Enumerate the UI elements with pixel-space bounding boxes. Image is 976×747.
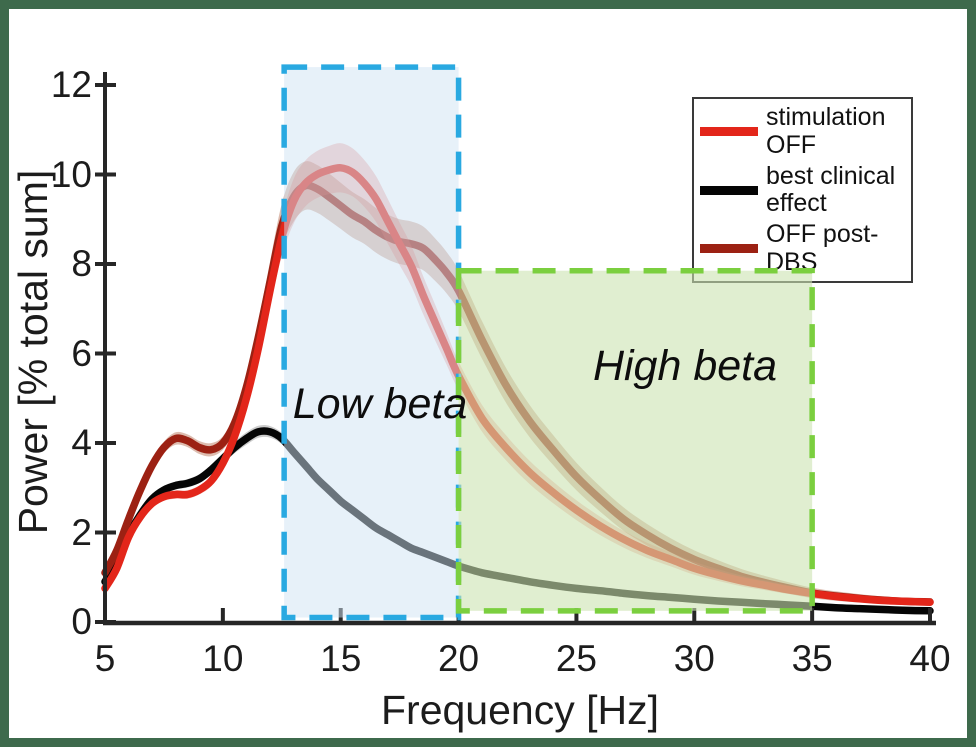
region-low-beta-border (281, 64, 462, 621)
legend: stimulation OFF best clinical effect OFF… (692, 97, 913, 283)
x-tick-label-35: 35 (791, 638, 833, 679)
series-band-best-clinical-effect (105, 425, 930, 613)
legend-swatch-stimulation-off (700, 127, 758, 136)
legend-swatch-off-post-dbs (700, 244, 758, 253)
y-tick-label-10: 10 (50, 153, 92, 195)
legend-label-off-post-dbs: OFF post-DBS (766, 220, 879, 276)
y-tick-label-2: 2 (71, 511, 92, 553)
legend-item-off-post-dbs: OFF post-DBS (700, 220, 905, 276)
y-axis-label: Power [% total sum] (10, 169, 56, 535)
legend-item-best-clinical-effect: best clinical effect (700, 161, 905, 218)
x-tick-label-15: 15 (320, 638, 362, 679)
x-tick-label-10: 10 (202, 638, 244, 679)
region-high-beta-border (455, 267, 815, 614)
x-axis-label: Frequency [Hz] (381, 687, 659, 733)
y-tick-label-8: 8 (71, 243, 92, 284)
region-low-beta-fill (284, 67, 459, 618)
legend-swatch-best-clinical-effect (700, 185, 758, 195)
low-beta-region-label: Low beta (292, 380, 468, 428)
legend-label-best-clinical-effect: best clinical effect (766, 161, 896, 217)
x-tick-label-20: 20 (437, 638, 480, 679)
region-high-beta-fill (458, 270, 813, 611)
x-tick-label-40: 40 (909, 638, 951, 679)
high-beta-region-label: High beta (592, 342, 778, 390)
x-tick-label-30: 30 (673, 638, 715, 679)
legend-label-stimulation-off: stimulation OFF (766, 103, 886, 159)
series-line-best-clinical-effect (101, 427, 934, 615)
y-tick-label-0: 0 (71, 601, 92, 642)
y-tick-label-4: 4 (71, 422, 92, 463)
legend-item-stimulation-off: stimulation OFF (700, 103, 905, 159)
y-tick-label-6: 6 (71, 332, 92, 374)
x-tick-label-5: 5 (94, 638, 116, 679)
y-tick-label-12: 12 (50, 64, 92, 105)
x-tick-label-25: 25 (555, 638, 597, 679)
